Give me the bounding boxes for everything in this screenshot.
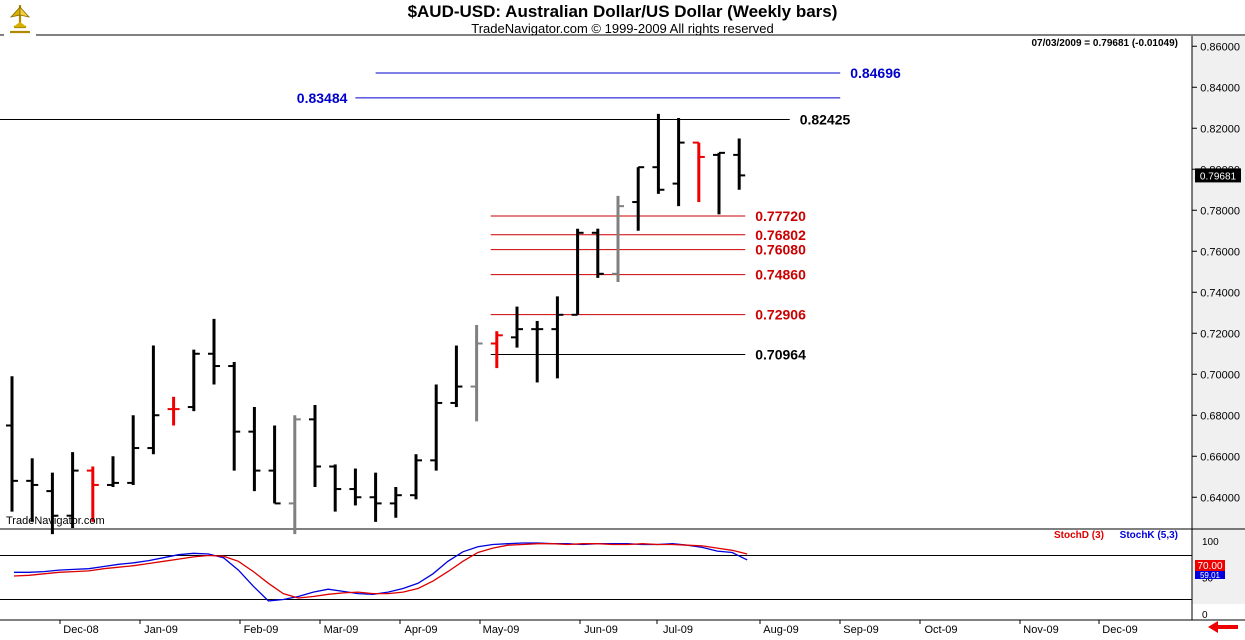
x-tick-label: Nov-09 (1023, 624, 1058, 636)
level-label: 0.74860 (755, 267, 806, 283)
y-tick-label: 0.66000 (1200, 451, 1240, 463)
y-tick-label: 0.68000 (1200, 410, 1240, 422)
level-label: 0.72906 (755, 307, 806, 323)
scroll-left-arrow-icon (1208, 621, 1238, 633)
stoch-series-line (14, 542, 748, 602)
stoch-y-tick-label: 0 (1202, 610, 1208, 621)
y-tick-label: 0.82000 (1200, 123, 1240, 135)
y-tick-label: 0.78000 (1200, 205, 1240, 217)
x-tick-label: Apr-09 (404, 624, 437, 636)
stoch-y-tick-label: 100 (1202, 537, 1219, 548)
last-price-label: 0.79681 (1200, 171, 1237, 182)
x-tick-label: Feb-09 (244, 624, 279, 636)
chart-title: $AUD-USD: Australian Dollar/US Dollar (W… (407, 2, 838, 21)
level-label: 0.76080 (755, 242, 806, 258)
level-label: 0.76802 (755, 227, 806, 243)
y-tick-label: 0.64000 (1200, 492, 1240, 504)
y-tick-label: 0.72000 (1200, 328, 1240, 340)
x-tick-label: Aug-09 (763, 624, 798, 636)
level-label: 0.77720 (755, 208, 806, 224)
y-tick-label: 0.84000 (1200, 82, 1240, 94)
y-tick-label: 0.76000 (1200, 246, 1240, 258)
x-tick-label: Jun-09 (584, 624, 618, 636)
y-tick-label: 0.70000 (1200, 369, 1240, 381)
watermark: TradeNavigator.com (6, 515, 105, 527)
x-tick-label: Sep-09 (843, 624, 878, 636)
legend-stochd: StochD (3) (1054, 530, 1104, 541)
y-axis-panel (1192, 36, 1245, 604)
tradenavigator-logo-icon (4, 2, 36, 36)
last-price-box (1195, 168, 1241, 183)
level-label: 0.83484 (297, 90, 348, 106)
x-tick-label: Oct-09 (924, 624, 957, 636)
x-tick-label: Dec-08 (63, 624, 98, 636)
level-label: 0.84696 (850, 65, 901, 81)
x-tick-label: Jul-09 (663, 624, 693, 636)
y-tick-label: 0.74000 (1200, 287, 1240, 299)
x-tick-label: Dec-09 (1102, 624, 1137, 636)
y-tick-label: 0.86000 (1200, 41, 1240, 53)
level-label: 0.70964 (755, 346, 806, 362)
status-readout: 07/03/2009 = 0.79681 (-0.01049) (1031, 38, 1178, 49)
stochk-value-label: 59.01 (1200, 571, 1221, 580)
level-label: 0.82425 (800, 112, 851, 128)
stochd-value-box (1195, 560, 1225, 571)
stochk-value-box (1195, 571, 1225, 579)
stochd-value-label: 70.00 (1197, 561, 1222, 572)
x-tick-label: May-09 (483, 624, 520, 636)
x-tick-label: Jan-09 (144, 624, 178, 636)
x-tick-label: Mar-09 (324, 624, 359, 636)
chart-subtitle: TradeNavigator.com © 1999-2009 All right… (471, 21, 774, 36)
stoch-series-line (13, 543, 748, 599)
legend-stochk: StochK (5,3) (1120, 530, 1178, 541)
